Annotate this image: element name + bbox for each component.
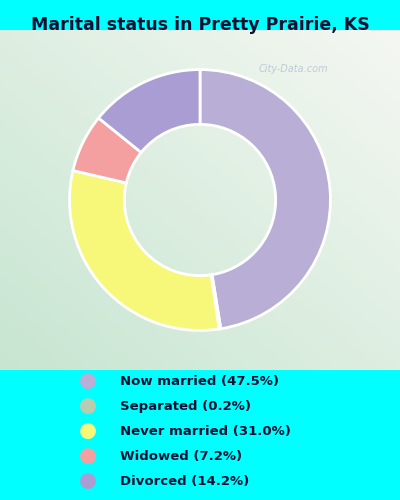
Text: Widowed (7.2%): Widowed (7.2%)	[120, 450, 242, 462]
Text: Never married (31.0%): Never married (31.0%)	[120, 424, 291, 438]
Text: Separated (0.2%): Separated (0.2%)	[120, 400, 251, 412]
Wedge shape	[73, 118, 141, 183]
Wedge shape	[211, 274, 221, 329]
Text: City-Data.com: City-Data.com	[258, 64, 328, 74]
Wedge shape	[98, 70, 200, 152]
Wedge shape	[200, 70, 330, 329]
Text: Marital status in Pretty Prairie, KS: Marital status in Pretty Prairie, KS	[31, 16, 369, 34]
Wedge shape	[70, 170, 219, 330]
Text: Now married (47.5%): Now married (47.5%)	[120, 374, 279, 388]
Text: Divorced (14.2%): Divorced (14.2%)	[120, 474, 249, 488]
